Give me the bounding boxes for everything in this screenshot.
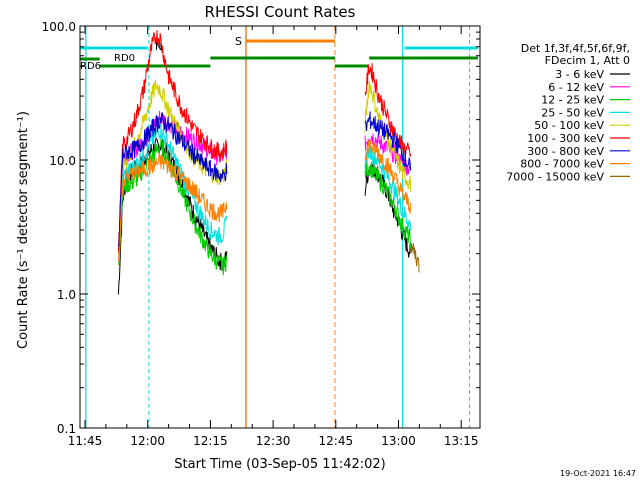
- x-axis-label: Start Time (03-Sep-05 11:42:02): [174, 457, 385, 472]
- state-label-n: N: [155, 42, 162, 53]
- x-tick-label-0: 11:45: [68, 434, 103, 448]
- series-line-2-segment-1: [364, 161, 412, 250]
- chart-title: RHESSI Count Rates: [205, 3, 356, 21]
- x-tick-label-6: 13:15: [444, 434, 479, 448]
- state-markers: [80, 26, 478, 428]
- series-line-4-segment-1: [364, 81, 412, 193]
- state-label-rd6: RD6: [80, 61, 101, 72]
- series-line-2-segment-0: [117, 137, 228, 276]
- x-tick-label-1: 12:00: [130, 434, 165, 448]
- legend-entry-label-2: 12 - 25 keV: [541, 94, 604, 107]
- y-tick-label-1: 1.0: [57, 288, 76, 302]
- legend: Det 1f,3f,4f,5f,6f,9f,FDecim 1, Att 03 -…: [506, 42, 630, 183]
- state-label-s: S: [235, 35, 242, 48]
- series-line-7-segment-0: [117, 152, 228, 262]
- legend-entry-label-8: 7000 - 15000 keV: [506, 170, 604, 183]
- series-line-5-segment-0: [117, 30, 228, 254]
- legend-entry-label-3: 25 - 50 keV: [541, 106, 604, 119]
- series-layer: [117, 30, 420, 295]
- legend-header-1: FDecim 1, Att 0: [545, 54, 630, 67]
- series-line-5-segment-1: [364, 63, 412, 157]
- series-line-8-segment-0: [410, 242, 420, 273]
- y-axis-label: Count Rate (s⁻¹ detector segment⁻¹): [16, 111, 31, 349]
- series-line-7-segment-1: [364, 139, 412, 214]
- y-tick-label-2: 10.0: [49, 154, 76, 168]
- y-tick-label-3: 100.0: [42, 20, 76, 34]
- legend-entry-label-5: 100 - 300 keV: [527, 132, 604, 145]
- legend-entry-label-6: 300 - 800 keV: [527, 145, 604, 158]
- legend-header-0: Det 1f,3f,4f,5f,6f,9f,: [521, 42, 630, 55]
- y-tick-label-0: 0.1: [57, 422, 76, 436]
- series-line-3-segment-0: [117, 123, 228, 264]
- axes-layer: 0.1 1.0 10.0 100.0 11:45 12:00 12:15 12:30 12:45…: [42, 20, 481, 448]
- legend-entry-label-4: 50 - 100 keV: [534, 119, 604, 132]
- legend-entry-label-1: 6 - 12 keV: [548, 81, 604, 94]
- x-tick-label-5: 13:00: [381, 434, 416, 448]
- legend-entry-label-0: 3 - 6 keV: [555, 68, 604, 81]
- series-line-6-segment-1: [364, 111, 412, 171]
- footer-date: 19-Oct-2021 16:47: [560, 469, 636, 478]
- x-tick-label-3: 12:30: [256, 434, 291, 448]
- x-tick-label-2: 12:15: [193, 434, 228, 448]
- x-tick-label-4: 12:45: [319, 434, 354, 448]
- series-line-3-segment-1: [364, 140, 412, 231]
- series-line-6-segment-0: [117, 112, 228, 247]
- legend-entry-label-7: 800 - 7000 keV: [520, 158, 604, 171]
- plot-frame: [79, 25, 481, 429]
- state-label-rd0: RD0: [114, 53, 135, 64]
